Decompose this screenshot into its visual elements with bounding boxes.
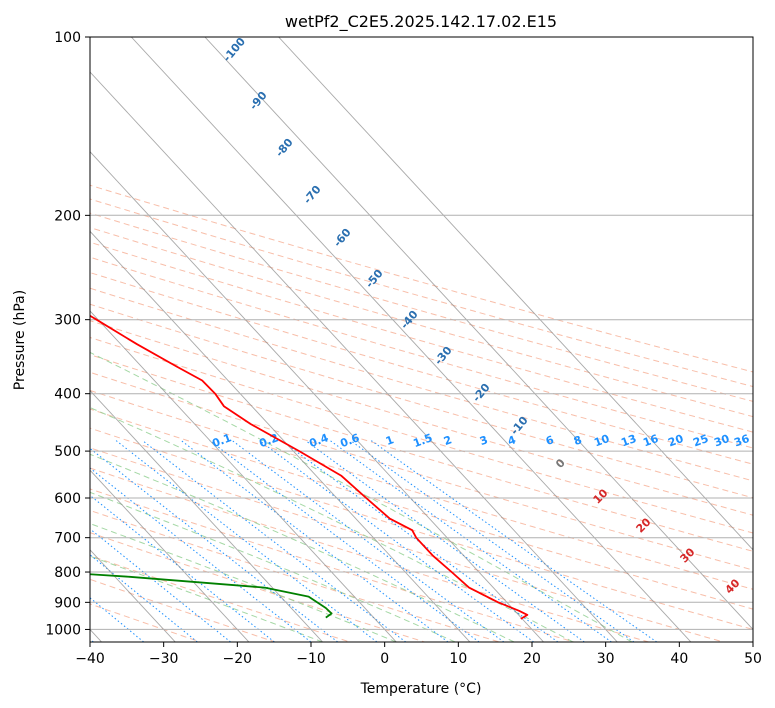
dry-adiabat-line: [90, 467, 649, 642]
x-tick-label: 50: [744, 651, 762, 667]
mixing-ratio-line: [90, 467, 312, 642]
x-axis: −40 −30 −20 −10 0 10 20 30 40 50: [75, 642, 762, 667]
y-tick-label: 900: [54, 595, 81, 611]
dry-adiabat-line: [90, 336, 753, 534]
mixing-ratio-label: 0.4: [307, 431, 330, 450]
x-tick-label: 10: [449, 651, 467, 667]
mixing-ratio-label: 0.6: [338, 431, 361, 450]
x-axis-label: Temperature (°C): [360, 681, 482, 697]
dry-adiabats: [90, 184, 753, 642]
x-tick-label: 30: [597, 651, 615, 667]
y-tick-label: 700: [54, 531, 81, 547]
dry-adiabat-line: [90, 212, 753, 402]
y-tick-label: 200: [54, 208, 81, 224]
temperature-line: [90, 314, 529, 620]
mixing-ratio-line: [231, 440, 505, 642]
isotherm-line: [90, 230, 471, 642]
isotherm-line: [204, 37, 753, 631]
x-tick-label: 20: [523, 651, 541, 667]
y-axis: 100 200 300 400 500 600 700 800 900 1000: [45, 30, 90, 638]
mixing-ratio-label: 30: [712, 432, 731, 450]
dry-adiabat-line: [90, 555, 350, 642]
mixing-ratio-label: 16: [641, 432, 660, 450]
moist-adiabat-line: [90, 523, 397, 642]
moist-adiabat-line: [90, 351, 633, 642]
chart-title: wetPf2_C2E5.2025.142.17.02.E15: [285, 12, 557, 32]
mixing-ratio-line: [209, 440, 480, 642]
x-tick-label: −10: [296, 651, 326, 667]
y-axis-label: Pressure (hPa): [12, 290, 28, 390]
y-tick-label: 600: [54, 491, 81, 507]
mixing-ratio-line: [90, 447, 339, 642]
mixing-ratio-line: [90, 554, 198, 642]
mixing-ratio-label: 6: [544, 433, 556, 448]
x-tick-label: −40: [75, 651, 105, 667]
y-tick-label: 1000: [45, 622, 81, 638]
dewpoint-line-surface: [90, 573, 333, 619]
x-tick-label: 0: [380, 651, 389, 667]
mixing-ratio-label: 3: [478, 433, 490, 448]
y-tick-label: 300: [54, 313, 81, 329]
mixing-ratio-label: 20: [666, 432, 685, 450]
y-tick-label: 500: [54, 444, 81, 460]
x-tick-label: 40: [670, 651, 688, 667]
mixing-ratio-label: 2: [442, 433, 454, 448]
isotherm-line: [278, 37, 753, 551]
mixing-ratio-line: [350, 440, 635, 642]
isotherm-line: [90, 469, 250, 642]
isotherm-line: [90, 389, 323, 642]
isotherms: [90, 37, 753, 642]
dry-adiabat-line: [90, 447, 724, 642]
mixing-ratio-label: 36: [732, 432, 751, 450]
mixing-ratio-label: 4: [506, 433, 518, 448]
dry-adiabat-line: [90, 578, 276, 642]
moist-adiabat-line: [90, 491, 456, 642]
mixing-ratio-line: [305, 440, 585, 642]
mixing-ratio-label: 0.2: [257, 431, 280, 450]
dry-adiabat-line: [90, 408, 753, 610]
dry-adiabat-line: [90, 227, 753, 418]
dry-adiabat-line: [90, 354, 753, 552]
mixing-ratio-line: [329, 440, 612, 642]
mixing-ratio-label: 10: [592, 432, 611, 450]
y-tick-label: 800: [54, 565, 81, 581]
mixing-ratio-label: 1: [384, 433, 396, 448]
mixing-ratio-line: [180, 440, 449, 642]
isotherm-line: [90, 71, 618, 642]
sounding-traces: [90, 314, 529, 620]
isobars: [90, 37, 753, 630]
mixing-ratio-line: [115, 440, 378, 642]
mixing-ratio-label: 8: [572, 433, 584, 448]
dry-adiabat-line: [90, 303, 753, 499]
mixing-ratio-label: 1.5: [411, 431, 434, 450]
dry-adiabat-line: [90, 389, 753, 590]
y-tick-label: 400: [54, 387, 81, 403]
x-tick-label: −30: [149, 651, 179, 667]
mixing-ratio-label: 25: [691, 432, 710, 449]
dry-adiabat-line: [90, 198, 753, 388]
x-tick-label: −20: [223, 651, 253, 667]
dry-adiabat-line: [90, 509, 500, 642]
isotherm-line: [90, 310, 397, 642]
isotherm-line: [90, 151, 544, 642]
plot-frame: [89, 36, 754, 643]
mixing-ratio-label: 13: [619, 432, 638, 449]
dry-adiabat-line: [90, 184, 753, 373]
isotherm-line: [130, 37, 692, 642]
mixing-ratio-label: 0.1: [210, 431, 233, 450]
y-tick-label: 100: [54, 30, 81, 46]
